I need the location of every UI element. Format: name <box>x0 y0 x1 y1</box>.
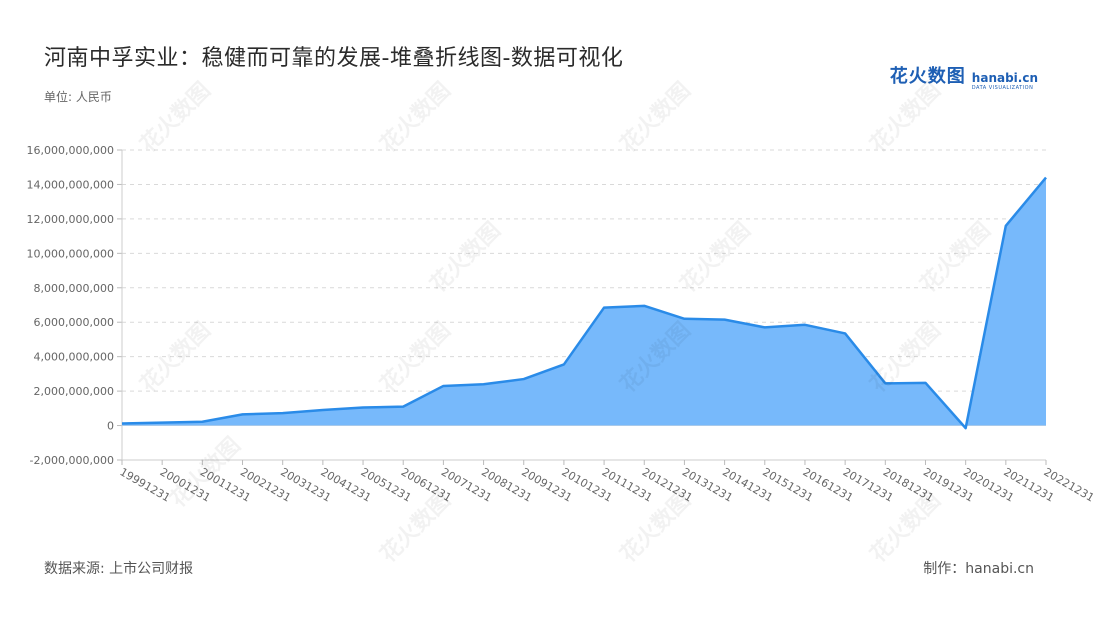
logo-cn-text: 花火数图 <box>889 66 966 87</box>
series-line <box>121 176 1047 430</box>
y-tick-label: 8,000,000,000 <box>34 282 114 295</box>
maker-credit: 制作：hanabi.cn <box>923 561 1034 577</box>
area-fill <box>122 177 1046 429</box>
y-tick-label: 14,000,000,000 <box>27 178 114 191</box>
chart-title: 河南中孚实业：稳健而可靠的发展-堆叠折线图-数据可视化 <box>44 46 624 71</box>
y-tick-label: -2,000,000,000 <box>30 454 114 467</box>
logo-en-text: hanabi.cn <box>971 71 1038 85</box>
brand-logo: 花火数图 hanabi.cn DATA VISUALIZATION <box>890 62 1038 93</box>
logo-en-block: hanabi.cn DATA VISUALIZATION <box>971 71 1038 93</box>
data-source: 数据来源: 上市公司财报 <box>44 561 194 577</box>
y-tick-label: 12,000,000,000 <box>27 213 114 226</box>
unit-label: 单位: 人民币 <box>44 90 112 104</box>
y-tick-label: 4,000,000,000 <box>34 351 114 364</box>
y-tick-label: 16,000,000,000 <box>27 144 114 157</box>
y-tick-label: 2,000,000,000 <box>34 385 114 398</box>
y-tick-label: 6,000,000,000 <box>34 316 114 329</box>
y-tick-label: 0 <box>107 420 114 433</box>
y-tick-label: 10,000,000,000 <box>27 247 114 260</box>
logo-en-sub: DATA VISUALIZATION <box>971 85 1034 91</box>
